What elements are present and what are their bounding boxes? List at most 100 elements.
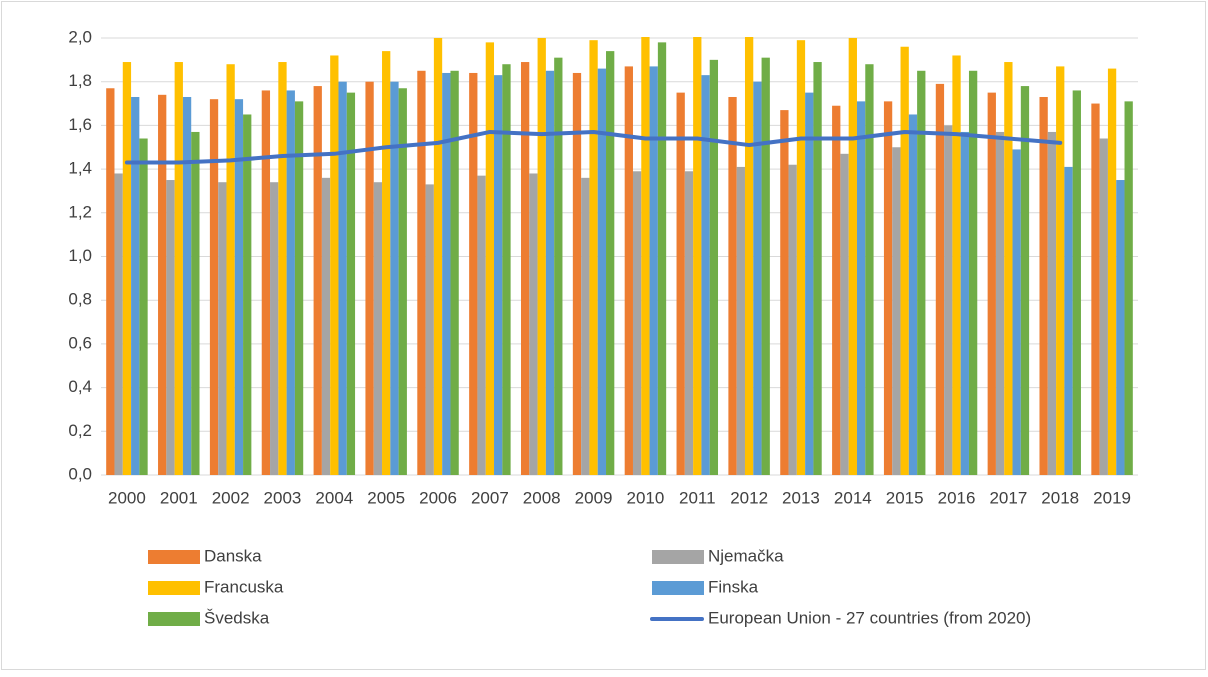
bar [728, 96, 737, 476]
bar [321, 177, 331, 475]
bar [1107, 68, 1117, 475]
legend-swatch [652, 581, 704, 595]
bar [270, 182, 279, 475]
bar [761, 57, 770, 475]
bar [382, 51, 391, 476]
bar [122, 62, 132, 475]
bar [330, 55, 339, 475]
x-tick-label: 2002 [212, 488, 250, 507]
bar [1047, 131, 1057, 475]
y-tick-label: 0,2 [68, 421, 92, 440]
bar [494, 75, 503, 476]
bar [848, 38, 857, 475]
bar [1124, 101, 1133, 476]
bar [987, 92, 996, 475]
bar [373, 182, 383, 475]
bar [294, 101, 304, 476]
x-tick-label: 2006 [419, 488, 457, 507]
bar [1056, 66, 1065, 475]
x-tick-label: 2004 [315, 488, 353, 507]
legend-swatch [148, 581, 200, 595]
bar [313, 86, 322, 475]
x-tick-label: 2016 [938, 488, 976, 507]
bar [191, 131, 200, 475]
bar [554, 57, 563, 475]
legend-swatch [148, 550, 200, 564]
bar [1064, 166, 1073, 476]
y-tick-label: 1,6 [68, 115, 92, 134]
legend-label: Francuska [204, 577, 284, 596]
y-tick-label: 0,6 [68, 333, 92, 352]
bar [840, 153, 849, 475]
bar [1012, 149, 1021, 475]
x-tick-label: 2014 [834, 488, 872, 507]
x-tick-label: 2009 [575, 488, 613, 507]
bar [278, 62, 287, 475]
legend-swatch [148, 612, 200, 626]
bar [624, 66, 633, 475]
bar [477, 175, 486, 475]
x-tick-label: 2010 [627, 488, 665, 507]
bar [425, 184, 434, 475]
x-tick-label: 2017 [989, 488, 1027, 507]
bar [442, 72, 451, 476]
x-tick-label: 2013 [782, 488, 820, 507]
y-tick-label: 1,4 [68, 159, 92, 178]
bar [545, 70, 555, 476]
bar [261, 90, 271, 475]
bar [131, 96, 140, 476]
x-tick-label: 2003 [264, 488, 302, 507]
bar [917, 70, 926, 476]
bar [520, 62, 530, 475]
bar [226, 64, 235, 475]
bar [166, 180, 175, 475]
bar [572, 72, 582, 476]
bar [286, 90, 295, 475]
legend-label: Finska [708, 577, 759, 596]
bar [114, 173, 123, 475]
legend-label: Švedska [204, 608, 270, 627]
y-tick-label: 0,8 [68, 290, 92, 309]
x-tick-label: 2001 [160, 488, 198, 507]
bar [632, 171, 642, 475]
x-tick-label: 2007 [471, 488, 509, 507]
legend-label: European Union - 27 countries (from 2020… [708, 608, 1031, 627]
bar [174, 62, 183, 475]
y-tick-label: 0,4 [68, 377, 92, 396]
legend-label: Njemačka [708, 546, 784, 565]
bar [753, 81, 762, 475]
y-tick-label: 1,8 [68, 71, 92, 90]
bar [1072, 90, 1081, 475]
bar [537, 38, 546, 475]
bar [641, 37, 650, 475]
bar [693, 37, 702, 475]
bar [649, 66, 658, 475]
legend-swatch [652, 550, 704, 564]
bar [1099, 138, 1108, 475]
bar [346, 92, 356, 475]
bar [908, 114, 918, 475]
bar [805, 92, 814, 475]
bar [744, 37, 754, 475]
bar [243, 114, 252, 475]
x-tick-label: 2018 [1041, 488, 1079, 507]
bar [701, 75, 710, 476]
bar [813, 62, 822, 475]
bar [606, 51, 615, 476]
bar [780, 110, 789, 475]
bar [390, 81, 399, 475]
bar [1091, 103, 1100, 476]
bar [960, 131, 969, 475]
bar [365, 81, 374, 475]
bar [485, 42, 495, 476]
bar [968, 70, 978, 476]
bar [398, 88, 407, 475]
x-tick-label: 2011 [679, 488, 716, 507]
bar [883, 101, 893, 476]
bar [450, 70, 459, 476]
bar [1039, 96, 1048, 476]
bar [417, 70, 426, 476]
bar [657, 42, 667, 476]
